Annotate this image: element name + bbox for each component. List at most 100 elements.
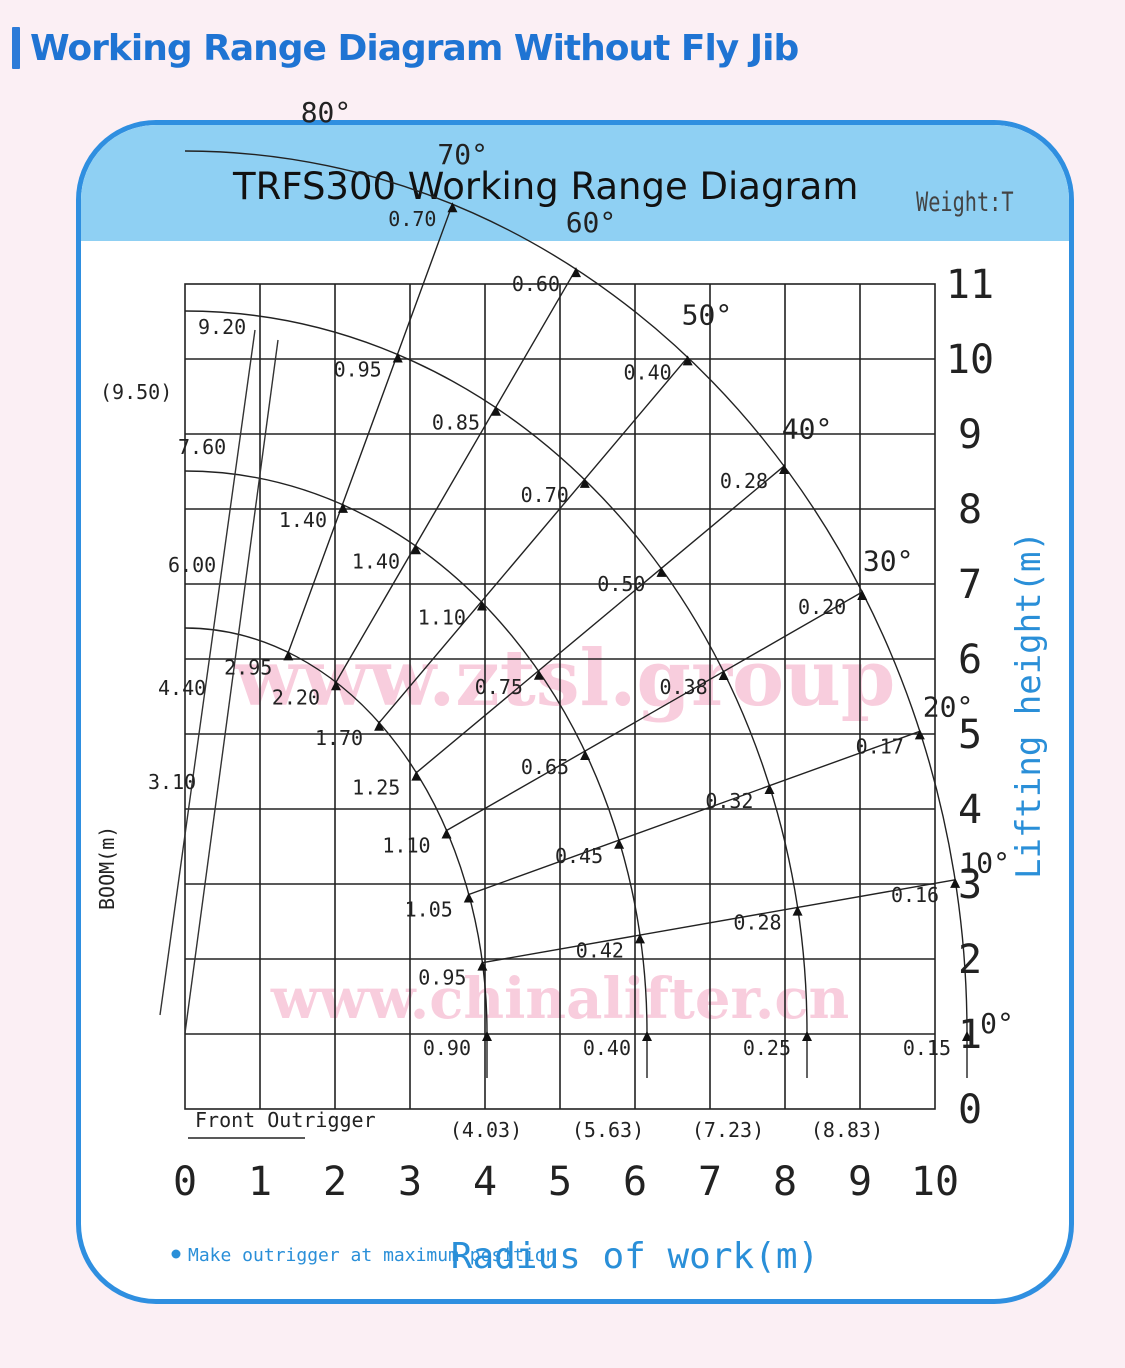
angle-line <box>468 730 921 896</box>
load-marker <box>950 877 961 888</box>
load-label: 0.28 <box>733 911 781 935</box>
load-label: 0.60 <box>512 272 560 296</box>
load-marker <box>331 680 341 691</box>
load-label: 0.25 <box>743 1036 791 1060</box>
outrigger-note: Make outrigger at maximum position <box>188 1245 556 1266</box>
load-marker <box>764 784 775 795</box>
load-marker <box>411 770 422 781</box>
angle-label: 40° <box>782 412 833 445</box>
boom-length-label: 6.00 <box>168 553 216 577</box>
x-tick-label: 3 <box>398 1159 422 1205</box>
boom-length-label: 9.20 <box>198 315 246 339</box>
load-marker <box>338 502 349 513</box>
y-tick-label: 7 <box>958 562 982 608</box>
load-label: 0.17 <box>856 734 904 758</box>
x-tick-label: 0 <box>173 1159 197 1205</box>
x-tick-label: 5 <box>548 1159 572 1205</box>
load-marker <box>718 670 729 680</box>
y-tick-label: 10 <box>946 337 994 383</box>
load-marker <box>802 1031 812 1041</box>
y-tick-label: 4 <box>958 787 982 833</box>
max-radius-label: (4.03) <box>450 1118 522 1142</box>
angle-label: 80° <box>301 96 352 129</box>
angle-label: 50° <box>682 298 733 331</box>
y-tick-label: 0 <box>958 1087 982 1133</box>
angle-label: 10° <box>959 846 1010 879</box>
load-marker <box>857 590 868 600</box>
load-marker <box>656 566 667 577</box>
page-heading: Working Range Diagram Without Fly Jib <box>12 24 799 72</box>
y-tick-label: 2 <box>958 937 982 983</box>
load-label: 1.10 <box>382 834 430 858</box>
boom-range-arc <box>184 150 968 1034</box>
y-tick-label: 5 <box>958 712 982 758</box>
watermark-text: www.ztsl.group <box>234 633 896 724</box>
x-tick-label: 4 <box>473 1159 497 1205</box>
load-label: 1.70 <box>315 726 363 750</box>
load-marker <box>614 838 625 849</box>
load-marker <box>792 905 803 916</box>
boom-length-label: (9.50) <box>100 380 172 404</box>
boom-length-label: 3.10 <box>148 770 196 794</box>
x-axis-title: Radius of work(m) <box>451 1236 819 1277</box>
max-radius-label: (8.83) <box>811 1118 883 1142</box>
front-outrigger-label: Front Outrigger <box>195 1108 376 1132</box>
y-tick-label: 1 <box>958 1012 982 1058</box>
load-label: 0.20 <box>798 595 846 619</box>
load-label: 0.50 <box>597 572 645 596</box>
load-label: 0.15 <box>903 1036 951 1060</box>
load-label: 1.40 <box>352 549 400 573</box>
load-marker <box>533 669 544 680</box>
load-marker <box>962 1031 972 1041</box>
load-label: 0.38 <box>659 675 707 699</box>
x-tick-label: 2 <box>323 1159 347 1205</box>
load-marker <box>392 352 403 363</box>
x-tick-label: 6 <box>623 1159 647 1205</box>
weight-unit-label: Weight:T <box>916 187 1014 218</box>
angle-line <box>415 465 785 774</box>
load-label: 0.65 <box>521 755 569 779</box>
load-marker <box>491 405 501 416</box>
boom-length-label: 4.40 <box>158 676 206 700</box>
load-marker <box>441 828 452 839</box>
load-label: 1.40 <box>279 508 327 532</box>
angle-label: 20° <box>923 691 974 724</box>
load-marker <box>477 960 488 971</box>
load-marker <box>411 544 421 555</box>
boom-outline <box>159 329 256 1016</box>
load-label: 1.10 <box>418 605 466 629</box>
angle-label: 30° <box>863 545 914 578</box>
y-tick-label: 6 <box>958 637 982 683</box>
x-tick-label: 7 <box>698 1159 722 1205</box>
boom-axis-label: BOOM(m) <box>95 826 119 910</box>
max-radius-label: (5.63) <box>572 1118 644 1142</box>
angle-line <box>446 591 863 832</box>
load-marker <box>463 892 474 903</box>
load-marker <box>571 267 581 278</box>
diagram-title: TRFS300 Working Range Diagram <box>233 165 859 208</box>
load-marker <box>634 933 645 944</box>
y-tick-label: 9 <box>958 412 982 458</box>
load-label: 0.95 <box>334 358 382 382</box>
boom-range-arc <box>184 627 488 1034</box>
x-tick-label: 10 <box>911 1159 959 1205</box>
note-bullet-icon <box>171 1249 181 1259</box>
max-radius-label: (7.23) <box>692 1118 764 1142</box>
load-label: 0.70 <box>388 207 436 231</box>
load-label: 0.95 <box>418 966 466 990</box>
x-tick-label: 8 <box>773 1159 797 1205</box>
y-tick-label: 11 <box>946 262 994 308</box>
load-label: 0.75 <box>475 675 523 699</box>
angle-line <box>287 203 454 653</box>
load-marker <box>682 355 693 366</box>
load-label: 0.90 <box>423 1036 471 1060</box>
boom-outline <box>184 339 279 1034</box>
load-label: 0.28 <box>720 469 768 493</box>
diagram-card: TRFS300 Working Range Diagram Weight:T <box>76 120 1074 1304</box>
load-label: 0.16 <box>891 883 939 907</box>
y-tick-label: 8 <box>958 487 982 533</box>
load-label: 0.32 <box>705 789 753 813</box>
load-marker <box>283 650 294 661</box>
load-label: 0.70 <box>521 483 569 507</box>
x-tick-label: 9 <box>848 1159 872 1205</box>
